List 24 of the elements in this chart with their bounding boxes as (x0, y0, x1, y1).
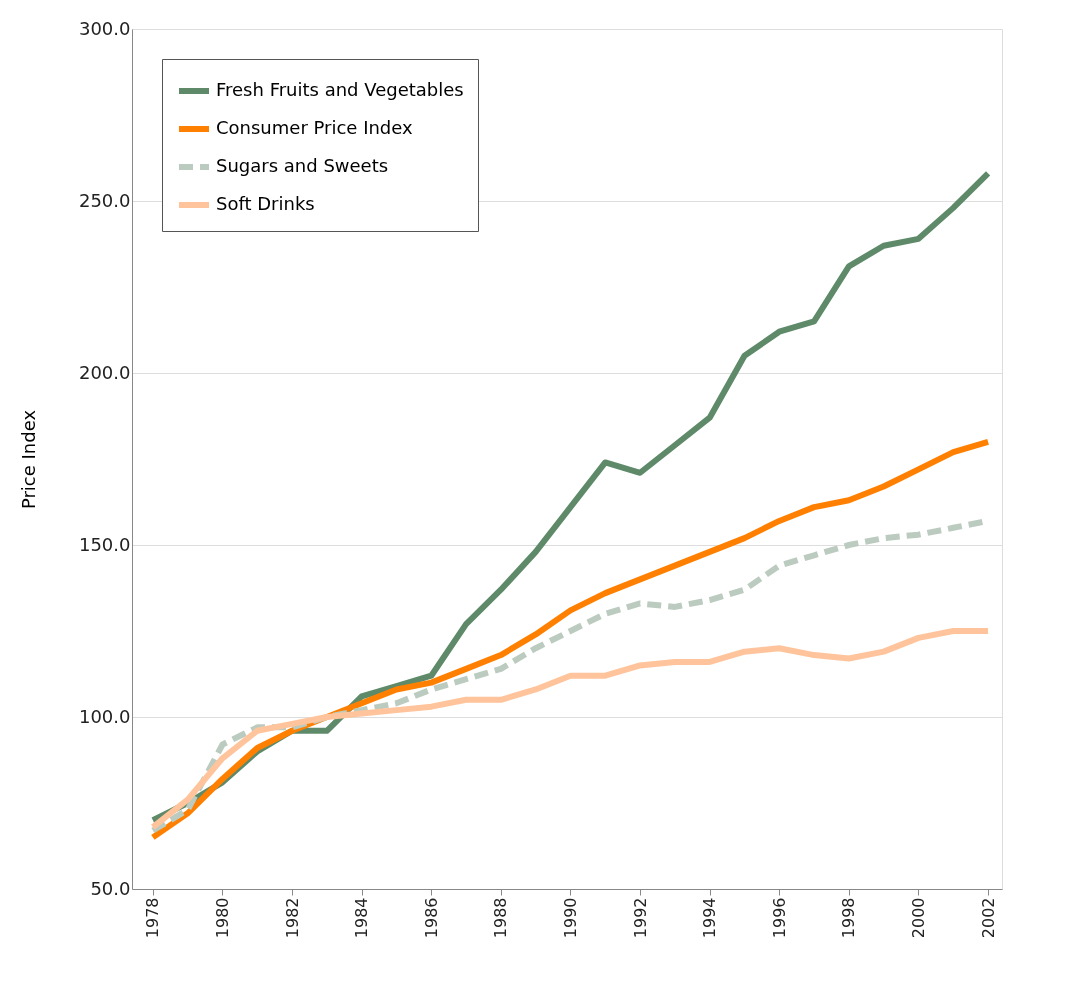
x-tick-label: 2000 (908, 897, 928, 939)
legend-label: Fresh Fruits and Vegetables (216, 79, 464, 100)
y-tick-label: 100.0 (78, 705, 131, 727)
x-tick-label: 1990 (560, 897, 580, 939)
y-tick-label: 250.0 (78, 189, 131, 211)
y-axis-title: Price Index (17, 409, 39, 510)
x-tick-label: 1992 (630, 897, 650, 939)
y-tick-label: 150.0 (78, 533, 131, 555)
y-tick-label: 200.0 (78, 361, 131, 383)
x-tick-label: 1988 (491, 897, 511, 939)
legend-label: Soft Drinks (216, 193, 315, 214)
x-tick-label: 1982 (282, 897, 302, 939)
x-tick-label: 1984 (352, 897, 372, 939)
x-tick-label: 1986 (421, 897, 441, 939)
x-tick-label: 1980 (212, 897, 232, 939)
x-tick-label: 1978 (143, 897, 163, 939)
y-tick-label: 300.0 (78, 17, 131, 39)
y-tick-label: 50.0 (90, 877, 131, 899)
x-tick-label: 1994 (700, 897, 720, 939)
legend-label: Sugars and Sweets (216, 155, 389, 176)
x-tick-label: 1996 (769, 897, 789, 939)
x-tick-label: 1998 (839, 897, 859, 939)
x-tick-label: 2002 (978, 897, 998, 939)
legend-label: Consumer Price Index (216, 117, 414, 138)
